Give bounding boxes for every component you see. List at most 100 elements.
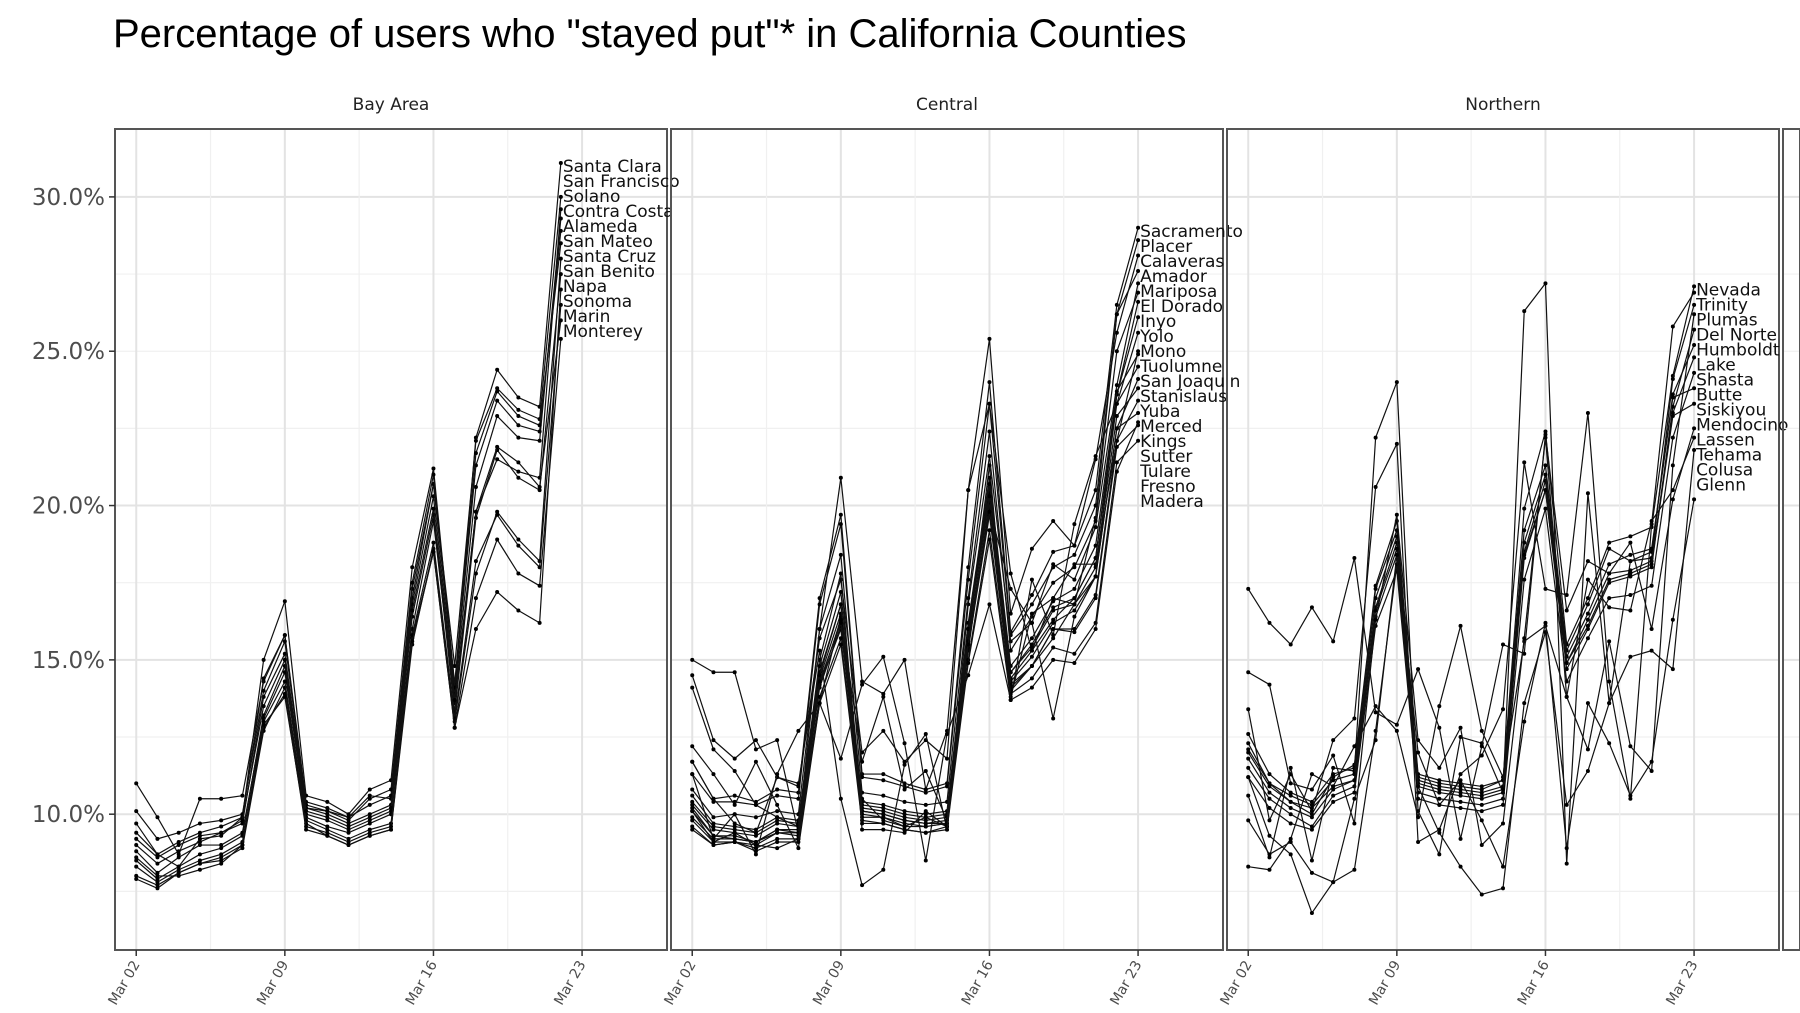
data-point (881, 827, 886, 832)
data-point (134, 821, 139, 826)
data-point (1628, 540, 1633, 545)
data-point (1267, 855, 1272, 860)
data-point (558, 241, 563, 246)
data-point (282, 691, 287, 696)
data-point (1114, 312, 1119, 317)
data-point (176, 852, 181, 857)
data-point (945, 756, 949, 761)
data-point (155, 886, 160, 891)
data-point (1309, 827, 1314, 832)
data-point (1352, 744, 1357, 749)
series-end-label: San Francisco (563, 172, 680, 192)
data-point (1692, 401, 1697, 406)
series-line (135, 209, 562, 880)
data-point (1246, 670, 1251, 675)
data-point (1114, 469, 1119, 474)
series-line (1247, 449, 1695, 896)
data-point (1628, 552, 1633, 557)
data-point (1522, 577, 1527, 582)
data-point (1458, 784, 1463, 789)
data-point (1267, 867, 1272, 872)
data-point (134, 864, 139, 869)
data-point (902, 824, 907, 829)
data-point (1628, 654, 1633, 659)
data-point (495, 457, 500, 462)
data-point (732, 836, 737, 841)
data-point (219, 843, 224, 848)
data-point (1522, 651, 1527, 656)
data-point (1093, 525, 1098, 530)
data-point (1670, 435, 1675, 440)
series-line (691, 421, 1139, 852)
data-point (1522, 552, 1527, 557)
series-end-label: Colusa (1696, 460, 1753, 480)
data-point (1607, 562, 1612, 567)
data-point (516, 395, 521, 400)
data-point (902, 812, 907, 817)
data-point (1437, 830, 1442, 835)
data-point (1585, 577, 1590, 582)
data-point (1670, 617, 1675, 622)
y-tick-label: 20.0% (32, 494, 105, 520)
data-point (690, 685, 695, 690)
data-point (753, 759, 758, 764)
data-point (1437, 765, 1442, 770)
data-point (1267, 796, 1272, 801)
data-point (1501, 886, 1505, 891)
data-point (775, 846, 780, 851)
data-point (1072, 651, 1077, 656)
data-point (987, 380, 992, 385)
data-point (1051, 599, 1056, 604)
data-point (1649, 546, 1654, 551)
facet-panel: Mar 02 Mar 09 Mar 16 Mar 23 Central Sacrament… (661, 95, 1242, 1008)
data-point (711, 670, 716, 675)
data-point (1437, 725, 1442, 730)
data-point (1288, 799, 1293, 804)
data-point (987, 336, 992, 341)
data-point (1288, 790, 1293, 795)
series-line (135, 230, 562, 855)
data-point (1246, 765, 1251, 770)
data-point (1051, 617, 1056, 622)
data-point (1628, 574, 1633, 579)
data-point (516, 423, 521, 428)
data-point (711, 827, 716, 832)
data-point (775, 772, 780, 777)
data-point (1051, 636, 1056, 641)
series-end-label: Lassen (1696, 430, 1755, 450)
data-point (240, 793, 245, 798)
data-point (240, 818, 245, 823)
data-point (155, 873, 160, 878)
data-point (325, 824, 330, 829)
series-end-label: San Benito (563, 262, 655, 282)
series-end-label: San Mateo (563, 232, 653, 252)
data-point (753, 833, 758, 838)
series-end-label: Nevada (1696, 280, 1761, 300)
data-point (1564, 593, 1569, 598)
data-point (1029, 645, 1034, 650)
data-point (325, 806, 330, 811)
data-point (1136, 364, 1141, 369)
data-point (923, 830, 928, 835)
data-point (1331, 738, 1336, 743)
data-point (134, 873, 139, 878)
series-end-label: Inyo (1140, 312, 1176, 332)
data-point (1564, 660, 1569, 665)
data-point (966, 642, 971, 647)
data-point (753, 830, 758, 835)
data-point (1585, 636, 1590, 641)
series-end-label: Tehama (1695, 445, 1762, 465)
data-point (1479, 728, 1484, 733)
series-end-label: Sutter (1140, 447, 1192, 467)
data-point (732, 756, 737, 761)
series-end-label: Siskiyou (1696, 400, 1766, 420)
facet-panel: Mar 02 Mar 09 Mar 16 Mar 23 Bay Area Santa Cl… (105, 95, 679, 1008)
data-point (923, 731, 928, 736)
data-point (1585, 747, 1590, 752)
data-point (1136, 281, 1141, 286)
data-point (1288, 793, 1293, 798)
data-point (1628, 796, 1633, 801)
data-point (732, 812, 737, 817)
data-point (1136, 352, 1141, 357)
data-point (1114, 383, 1119, 388)
